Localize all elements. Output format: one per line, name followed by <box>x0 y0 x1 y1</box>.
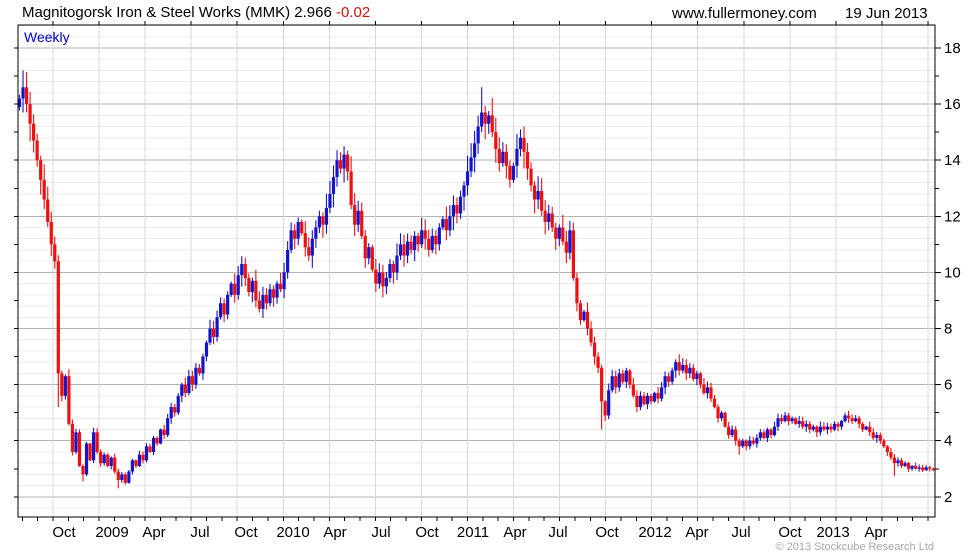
frequency-label: Weekly <box>24 29 70 45</box>
svg-text:2012: 2012 <box>638 524 671 541</box>
svg-text:2: 2 <box>944 489 952 506</box>
svg-text:12: 12 <box>944 208 961 225</box>
svg-text:10: 10 <box>944 264 961 281</box>
svg-text:16: 16 <box>944 96 961 113</box>
svg-text:2010: 2010 <box>276 524 309 541</box>
svg-text:Oct: Oct <box>778 524 802 541</box>
svg-text:Apr: Apr <box>503 524 526 541</box>
svg-text:Oct: Oct <box>52 524 76 541</box>
chart-title: Magnitogorsk Iron & Steel Works (MMK) 2.… <box>22 4 370 21</box>
svg-text:2013: 2013 <box>816 524 849 541</box>
svg-text:2009: 2009 <box>95 524 128 541</box>
website-text: www.fullermoney.com <box>672 5 817 22</box>
svg-text:Oct: Oct <box>415 524 439 541</box>
svg-text:Jul: Jul <box>548 524 567 541</box>
svg-text:18: 18 <box>944 40 961 57</box>
svg-text:4: 4 <box>944 433 952 450</box>
svg-text:8: 8 <box>944 321 952 338</box>
svg-text:Apr: Apr <box>142 524 165 541</box>
price-change: -0.02 <box>336 4 371 21</box>
svg-text:Apr: Apr <box>685 524 708 541</box>
chart-date: 19 Jun 2013 <box>845 5 928 22</box>
svg-text:Jul: Jul <box>731 524 750 541</box>
svg-text:Apr: Apr <box>864 524 887 541</box>
copyright-notice: © 2013 Stockcube Research Ltd <box>775 541 934 553</box>
svg-text:Oct: Oct <box>595 524 619 541</box>
svg-text:14: 14 <box>944 152 961 169</box>
chart-title-text: Magnitogorsk Iron & Steel Works (MMK) 2.… <box>22 4 337 21</box>
svg-text:Apr: Apr <box>323 524 346 541</box>
svg-text:6: 6 <box>944 377 952 394</box>
svg-text:Jul: Jul <box>371 524 390 541</box>
svg-text:Jul: Jul <box>190 524 209 541</box>
svg-text:Oct: Oct <box>234 524 258 541</box>
svg-text:2011: 2011 <box>457 524 489 541</box>
